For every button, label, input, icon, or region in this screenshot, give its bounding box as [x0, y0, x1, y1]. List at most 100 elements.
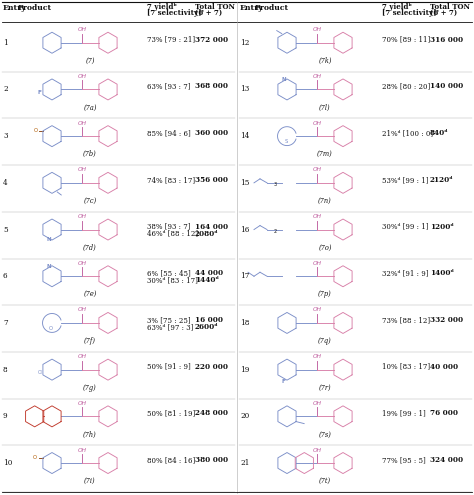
Text: 40 000: 40 000	[430, 363, 458, 371]
Text: 44 000: 44 000	[195, 269, 223, 277]
Text: 17: 17	[240, 272, 249, 280]
Text: Entry: Entry	[240, 4, 264, 12]
Text: 73% [88 : 12]: 73% [88 : 12]	[382, 316, 430, 324]
Text: (7i): (7i)	[84, 477, 96, 485]
Text: 220 000: 220 000	[195, 363, 228, 371]
Text: 324 000: 324 000	[430, 456, 463, 464]
Text: (7b): (7b)	[83, 150, 97, 158]
Text: 368 000: 368 000	[195, 83, 228, 91]
Text: 50% [91 : 9]: 50% [91 : 9]	[147, 363, 191, 371]
Text: (7): (7)	[85, 57, 95, 65]
Text: 356 000: 356 000	[195, 176, 228, 184]
Text: OH: OH	[78, 74, 86, 79]
Text: (7c): (7c)	[83, 197, 97, 205]
Text: 46%ᵈ [88 : 12]: 46%ᵈ [88 : 12]	[147, 230, 198, 238]
Text: 63%ᵈ [97 : 3]: 63%ᵈ [97 : 3]	[147, 323, 193, 331]
Text: OH: OH	[78, 27, 86, 32]
Text: 10: 10	[3, 459, 12, 467]
Text: Product: Product	[18, 4, 52, 12]
Text: 19% [99 : 1]: 19% [99 : 1]	[382, 409, 426, 417]
Text: 2: 2	[3, 86, 8, 94]
Text: OH: OH	[312, 354, 321, 359]
Text: 21%ᵈ [100 : 0]: 21%ᵈ [100 : 0]	[382, 129, 433, 137]
Text: OH: OH	[312, 447, 321, 452]
Text: 372 000: 372 000	[195, 36, 228, 44]
Text: OH: OH	[312, 401, 321, 406]
Text: 1400ᵈ: 1400ᵈ	[430, 269, 454, 277]
Text: 80% [84 : 16]: 80% [84 : 16]	[147, 456, 195, 464]
Text: 16 000: 16 000	[195, 316, 223, 324]
Text: 21: 21	[240, 459, 249, 467]
Text: OH: OH	[78, 261, 86, 266]
Text: 53%ᵈ [99 : 1]: 53%ᵈ [99 : 1]	[382, 176, 428, 184]
Text: 3: 3	[273, 182, 276, 187]
Text: 10% [83 : 17]: 10% [83 : 17]	[382, 363, 430, 371]
Text: 76 000: 76 000	[430, 409, 458, 417]
Text: 6: 6	[3, 272, 8, 280]
Text: 1440ᵈ: 1440ᵈ	[195, 276, 219, 284]
Text: OH: OH	[78, 354, 86, 359]
Text: Total TON: Total TON	[430, 3, 470, 11]
Text: 7 yieldᵇ: 7 yieldᵇ	[147, 3, 177, 11]
Text: (7g): (7g)	[83, 384, 97, 392]
Text: (7l): (7l)	[319, 103, 331, 111]
Text: (7m): (7m)	[317, 150, 333, 158]
Text: (7k): (7k)	[318, 57, 332, 65]
Text: 3% [75 : 25]: 3% [75 : 25]	[147, 316, 191, 324]
Text: OH: OH	[78, 214, 86, 219]
Text: (7s): (7s)	[319, 430, 331, 439]
Text: (6 + 7): (6 + 7)	[195, 9, 222, 17]
Text: 1: 1	[3, 39, 8, 47]
Text: 332 000: 332 000	[430, 316, 463, 324]
Text: 9: 9	[3, 412, 8, 420]
Text: 30%ᵈ [83 : 17]: 30%ᵈ [83 : 17]	[147, 276, 198, 284]
Text: OH: OH	[312, 307, 321, 312]
Text: [7 selectivity]ᶜ: [7 selectivity]ᶜ	[147, 9, 204, 17]
Text: 8: 8	[3, 366, 8, 374]
Text: 70% [89 : 11]: 70% [89 : 11]	[382, 36, 430, 44]
Text: 140 000: 140 000	[430, 83, 463, 91]
Text: Product: Product	[255, 4, 289, 12]
Text: 164 000: 164 000	[195, 223, 228, 231]
Text: OH: OH	[78, 447, 86, 452]
Text: 20: 20	[240, 412, 249, 420]
Text: 14: 14	[240, 132, 249, 140]
Text: OH: OH	[312, 261, 321, 266]
Text: (7e): (7e)	[83, 290, 97, 298]
Text: F: F	[38, 90, 42, 95]
Text: OH: OH	[78, 167, 86, 172]
Text: OH: OH	[312, 214, 321, 219]
Text: 18: 18	[240, 319, 249, 327]
Text: F: F	[282, 379, 286, 384]
Text: N: N	[46, 264, 51, 269]
Text: 380 000: 380 000	[195, 456, 228, 464]
Text: 248 000: 248 000	[195, 409, 228, 417]
Text: N: N	[282, 77, 286, 82]
Text: OH: OH	[78, 307, 86, 312]
Text: OH: OH	[78, 401, 86, 406]
Text: (7d): (7d)	[83, 244, 97, 251]
Text: 77% [95 : 5]: 77% [95 : 5]	[382, 456, 426, 464]
Text: 50% [81 : 19]: 50% [81 : 19]	[147, 409, 195, 417]
Text: 38% [93 : 7]: 38% [93 : 7]	[147, 223, 191, 231]
Text: OH: OH	[312, 167, 321, 172]
Text: N: N	[46, 237, 51, 242]
Text: O: O	[48, 326, 53, 331]
Text: O: O	[33, 455, 37, 460]
Text: Cl: Cl	[37, 370, 42, 375]
Text: (7n): (7n)	[318, 197, 332, 205]
Text: (7h): (7h)	[83, 430, 97, 439]
Text: 12: 12	[240, 39, 249, 47]
Text: (7r): (7r)	[319, 384, 331, 392]
Text: 85% [94 : 6]: 85% [94 : 6]	[147, 129, 191, 137]
Text: 4: 4	[3, 179, 8, 187]
Text: O: O	[34, 128, 38, 133]
Text: 30%ᵈ [99 : 1]: 30%ᵈ [99 : 1]	[382, 223, 428, 231]
Text: (7q): (7q)	[318, 337, 332, 345]
Text: 7: 7	[3, 319, 8, 327]
Text: [7 selectivity]ᶜ: [7 selectivity]ᶜ	[382, 9, 439, 17]
Text: 15: 15	[240, 179, 249, 187]
Text: OH: OH	[312, 121, 321, 126]
Text: 1200ᵈ: 1200ᵈ	[430, 223, 454, 231]
Text: 360 000: 360 000	[195, 129, 228, 137]
